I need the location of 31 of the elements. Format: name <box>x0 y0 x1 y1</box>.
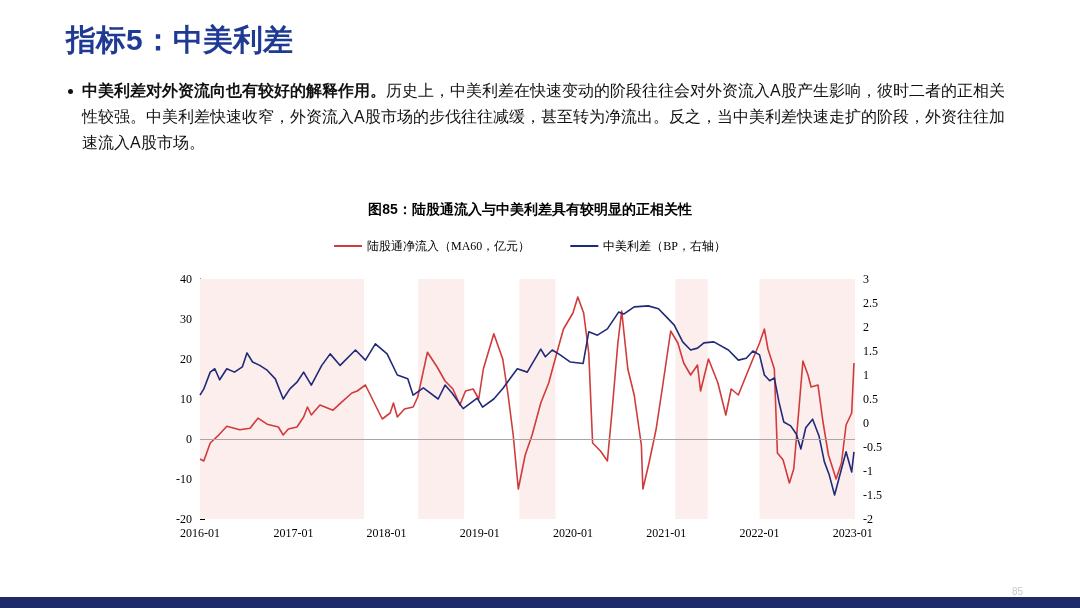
legend-label: 中美利差（BP，右轴） <box>603 239 727 253</box>
y2-tick-label: 0.5 <box>863 392 878 406</box>
y-tick-label: -20 <box>176 512 192 526</box>
x-tick-label: 2021-01 <box>646 526 687 540</box>
y2-tick-label: 2 <box>863 320 869 334</box>
x-tick-label: 2017-01 <box>273 526 314 540</box>
y2-tick-label: -1 <box>863 464 873 478</box>
y-tick-label: 30 <box>180 312 192 326</box>
y2-tick-label: 0 <box>863 416 869 430</box>
y2-tick-label: 1 <box>863 368 869 382</box>
y2-tick-label: -2 <box>863 512 873 526</box>
x-tick-label: 2016-01 <box>180 526 220 540</box>
y2-tick-label: 3 <box>863 272 869 286</box>
text: 指标5：中美利差 <box>66 22 293 58</box>
y2-tick-label: -1.5 <box>863 488 882 502</box>
y-tick-label: -10 <box>176 472 192 486</box>
x-tick-label: 2023-01 <box>832 526 873 540</box>
y-tick-label: 40 <box>180 272 192 286</box>
legend-label: 陆股通净流入（MA60，亿元） <box>366 239 531 253</box>
y2-tick-label: 2.5 <box>863 296 878 310</box>
y2-tick-label: -0.5 <box>863 440 882 454</box>
x-tick-label: 2018-01 <box>366 526 407 540</box>
text: 中美利差对外资流向也有较好的解释作用。 <box>82 82 386 99</box>
y-tick-label: 20 <box>180 352 192 366</box>
x-tick-label: 2022-01 <box>739 526 780 540</box>
y2-tick-label: 1.5 <box>863 344 878 358</box>
y-tick-label: 0 <box>186 432 192 446</box>
chart-title: 图85：陆股通流入与中美利差具有较明显的正相关性 <box>368 201 692 217</box>
y-tick-label: 10 <box>180 392 192 406</box>
x-tick-label: 2019-01 <box>459 526 500 540</box>
x-tick-label: 2020-01 <box>552 526 593 540</box>
